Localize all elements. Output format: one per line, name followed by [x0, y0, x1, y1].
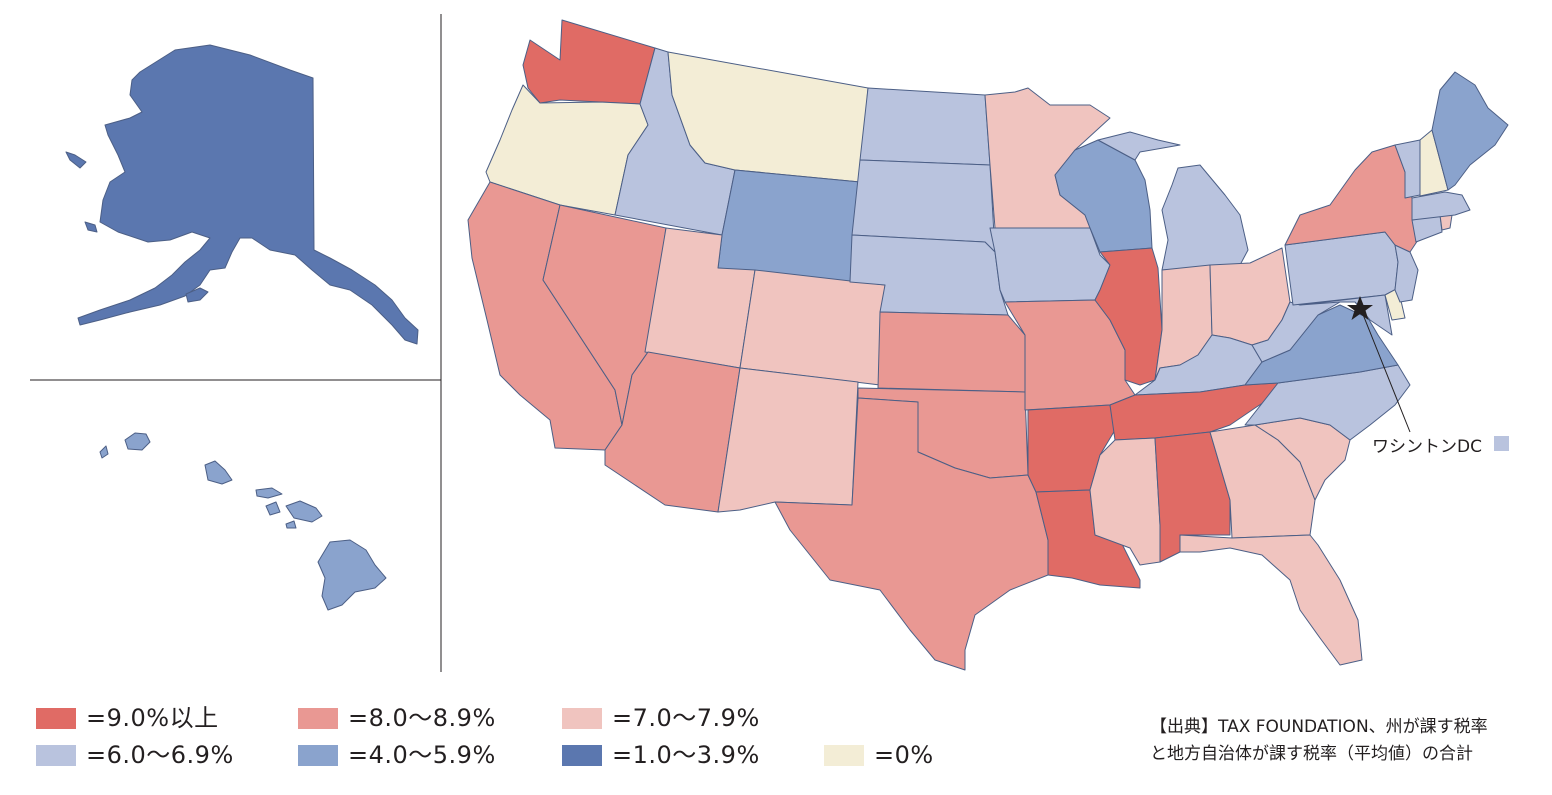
star-icon: [1347, 296, 1373, 320]
legend-item-4: =4.0～5.9%: [298, 740, 496, 770]
legend-item-1: =1.0～3.9%: [562, 740, 760, 770]
legend-swatch: [298, 744, 338, 766]
state-new-york: [1284, 144, 1419, 253]
dc-callout-line: [1361, 311, 1411, 433]
contiguous-us: [467, 19, 1509, 671]
legend-swatch: [298, 707, 338, 729]
state-washington: [522, 19, 656, 105]
legend-label: =7.0～7.9%: [612, 704, 760, 732]
legend-item-6: =6.0～6.9%: [36, 740, 234, 770]
legend-item-8: =8.0～8.9%: [298, 703, 496, 733]
legend-label: =0%: [874, 741, 934, 769]
legend: =9.0%以上 =8.0～8.9% =7.0～7.9% =6.0～6.9% =4…: [36, 703, 1036, 773]
state-new-jersey: [1394, 244, 1419, 303]
state-colorado: [739, 269, 886, 386]
state-maine: [1431, 71, 1509, 191]
legend-item-0: =0%: [824, 740, 934, 770]
state-north-dakota: [859, 87, 991, 166]
legend-label: =6.0～6.9%: [86, 741, 234, 769]
legend-label: =1.0～3.9%: [612, 741, 760, 769]
legend-label: =4.0～5.9%: [348, 741, 496, 769]
state-iowa: [989, 227, 1111, 303]
legend-item-9: =9.0%以上: [36, 703, 219, 733]
state-tennessee: [1109, 382, 1279, 441]
state-wyoming: [717, 169, 861, 283]
state-massachusetts: [1411, 191, 1471, 221]
state-rhode-island: [1439, 214, 1453, 231]
us-sales-tax-map: ワシントンDC: [30, 14, 1509, 672]
state-hawaii: [99, 432, 387, 611]
source-line-2: と地方自治体が課す税率（平均値）の合計: [1150, 744, 1473, 764]
dc-swatch: [1494, 436, 1509, 451]
legend-swatch: [36, 707, 76, 729]
state-alaska: [65, 44, 419, 345]
legend-swatch: [562, 707, 602, 729]
state-texas: [774, 397, 1049, 671]
legend-swatch: [562, 744, 602, 766]
legend-swatch: [824, 744, 864, 766]
legend-item-7: =7.0～7.9%: [562, 703, 760, 733]
source-line-1: 【出典】TAX FOUNDATION、州が課す税率: [1150, 717, 1488, 737]
state-illinois: [1094, 247, 1163, 386]
state-kansas: [877, 311, 1026, 393]
state-new-mexico: [717, 367, 859, 513]
state-delaware: [1384, 287, 1406, 321]
state-florida: [1179, 534, 1363, 666]
state-vermont: [1394, 139, 1421, 199]
legend-label: =8.0～8.9%: [348, 704, 496, 732]
source-note: 【出典】TAX FOUNDATION、州が課す税率 と地方自治体が課す税率（平均…: [1150, 714, 1545, 768]
dc-label: ワシントンDC: [1372, 437, 1482, 457]
legend-swatch: [36, 744, 76, 766]
legend-label: =9.0%以上: [86, 704, 219, 732]
washington-dc-marker: ワシントンDC: [1347, 296, 1509, 457]
